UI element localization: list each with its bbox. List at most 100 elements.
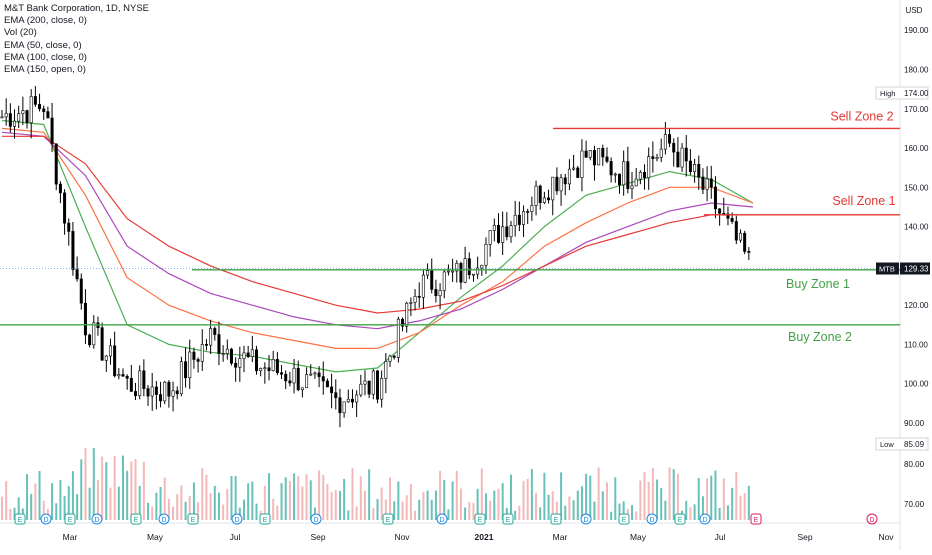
candle-body-102 [426, 270, 430, 276]
volume-bar-73 [305, 474, 308, 520]
volume-bar-144 [601, 491, 604, 520]
candle-body-115 [480, 264, 484, 269]
volume-bar-91 [380, 487, 383, 520]
candle-body-10 [42, 108, 46, 112]
volume-bar-29 [121, 455, 124, 520]
currency-label: USD [906, 6, 923, 15]
candle-body-119 [496, 224, 500, 243]
legend-ema-100[interactable]: EMA (100, close, 0) [4, 51, 87, 63]
volume-bar-112 [468, 501, 471, 520]
candle-body-138 [576, 167, 580, 178]
volume-bar-78 [326, 483, 329, 520]
candle-body-106 [442, 271, 446, 291]
volume-bar-129 [539, 507, 542, 520]
candle-body-125 [522, 211, 526, 225]
dividend-marker [91, 513, 103, 525]
candle-body-170 [709, 178, 713, 188]
candle-body-30 [125, 375, 129, 379]
price-axis[interactable]: USD 190.00 180.00 170.00 160.00 150.00 140.00 1… [875, 6, 930, 509]
dividend-marker [866, 513, 878, 525]
volume-bar-103 [430, 499, 433, 520]
volume-bar-117 [489, 500, 492, 520]
candle-body-98 [409, 302, 413, 304]
time-tick-label: May [630, 532, 647, 542]
volume-bar-57 [238, 507, 241, 520]
candle-body-79 [330, 386, 334, 393]
ticker-badge [876, 262, 899, 275]
candle-body-176 [734, 221, 738, 241]
candle-body-161 [672, 142, 676, 153]
candle-body-27 [113, 345, 117, 377]
volume-bar-167 [697, 478, 700, 520]
volume-bar-157 [656, 479, 659, 520]
candle-body-167 [697, 164, 701, 178]
volume-bar-175 [731, 487, 734, 520]
volume-bar-52 [217, 492, 220, 520]
candle-body-154 [643, 171, 647, 179]
earnings-marker [130, 513, 142, 525]
candle-body-164 [684, 147, 688, 162]
legend-volume[interactable]: Vol (20) [4, 27, 37, 39]
volume-bar-70 [293, 473, 296, 520]
candle-body-76 [317, 372, 321, 377]
candle-body-34 [142, 370, 146, 389]
high-badge [875, 86, 929, 100]
legend-ema-200[interactable]: EMA (200, close, 0) [4, 15, 87, 27]
volume-bar-51 [213, 485, 216, 520]
volume-bar-147 [614, 477, 617, 520]
candle-body-15 [63, 192, 67, 224]
time-axis[interactable]: Mar May Jul Sep Nov 2021 Mar May Jul Sep Nov [63, 532, 895, 542]
legend-ema-50[interactable]: EMA (50, close, 0) [4, 39, 82, 51]
candle-body-54 [225, 348, 229, 354]
time-tick-label: Jul [230, 532, 241, 542]
candle-body-75 [313, 372, 317, 375]
candle-body-59 [246, 352, 250, 358]
volume-bar-92 [384, 499, 387, 520]
volume-bar-34 [142, 461, 145, 520]
event-marker-label: D [702, 517, 707, 524]
candle-body-177 [738, 232, 742, 241]
volume-bar-161 [672, 469, 675, 520]
volume-bars [1, 447, 750, 520]
symbol-title[interactable]: M&T Bank Corporation, 1D, NYSE [4, 3, 150, 14]
candle-body-36 [150, 386, 154, 397]
candle-body-65 [271, 359, 275, 372]
candle-body-70 [292, 367, 296, 384]
volume-bar-54 [226, 489, 229, 520]
volume-bar-107 [447, 509, 450, 520]
volume-bar-19 [80, 459, 83, 520]
candle-body-104 [434, 289, 438, 297]
volume-bar-131 [547, 494, 550, 520]
volume-bar-140 [585, 473, 588, 520]
candle-body-163 [680, 147, 684, 168]
event-marker-label: E [754, 517, 759, 524]
volume-bar-46 [192, 482, 195, 520]
volume-bar-122 [510, 474, 513, 520]
volume-bar-146 [610, 511, 613, 520]
volume-bar-130 [543, 472, 546, 520]
candle-body-67 [280, 372, 284, 375]
volume-bar-33 [138, 485, 141, 520]
volume-tick-label: 80.00 [904, 460, 925, 469]
candle-body-0 [0, 116, 4, 119]
volume-bar-118 [493, 490, 496, 520]
volume-bar-10 [42, 500, 45, 520]
event-marker-label: D [869, 517, 874, 524]
legend-ema-150[interactable]: EMA (150, open, 0) [4, 64, 86, 76]
candle-body-160 [668, 134, 672, 144]
volume-bar-20 [84, 447, 87, 520]
volume-bar-63 [263, 485, 266, 520]
candle-body-122 [509, 225, 513, 238]
candle-body-92 [384, 361, 388, 379]
event-marker-label: E [68, 517, 73, 524]
candle-body-121 [505, 226, 509, 238]
volume-bar-137 [572, 500, 575, 520]
dividend-marker [231, 513, 243, 525]
zone-lines[interactable]: Sell Zone 2 Sell Zone 1 Buy Zone 1 Buy Zone… [0, 109, 900, 344]
candle-body-62 [259, 368, 263, 372]
volume-bar-164 [685, 500, 688, 520]
volume-bar-31 [130, 461, 133, 520]
